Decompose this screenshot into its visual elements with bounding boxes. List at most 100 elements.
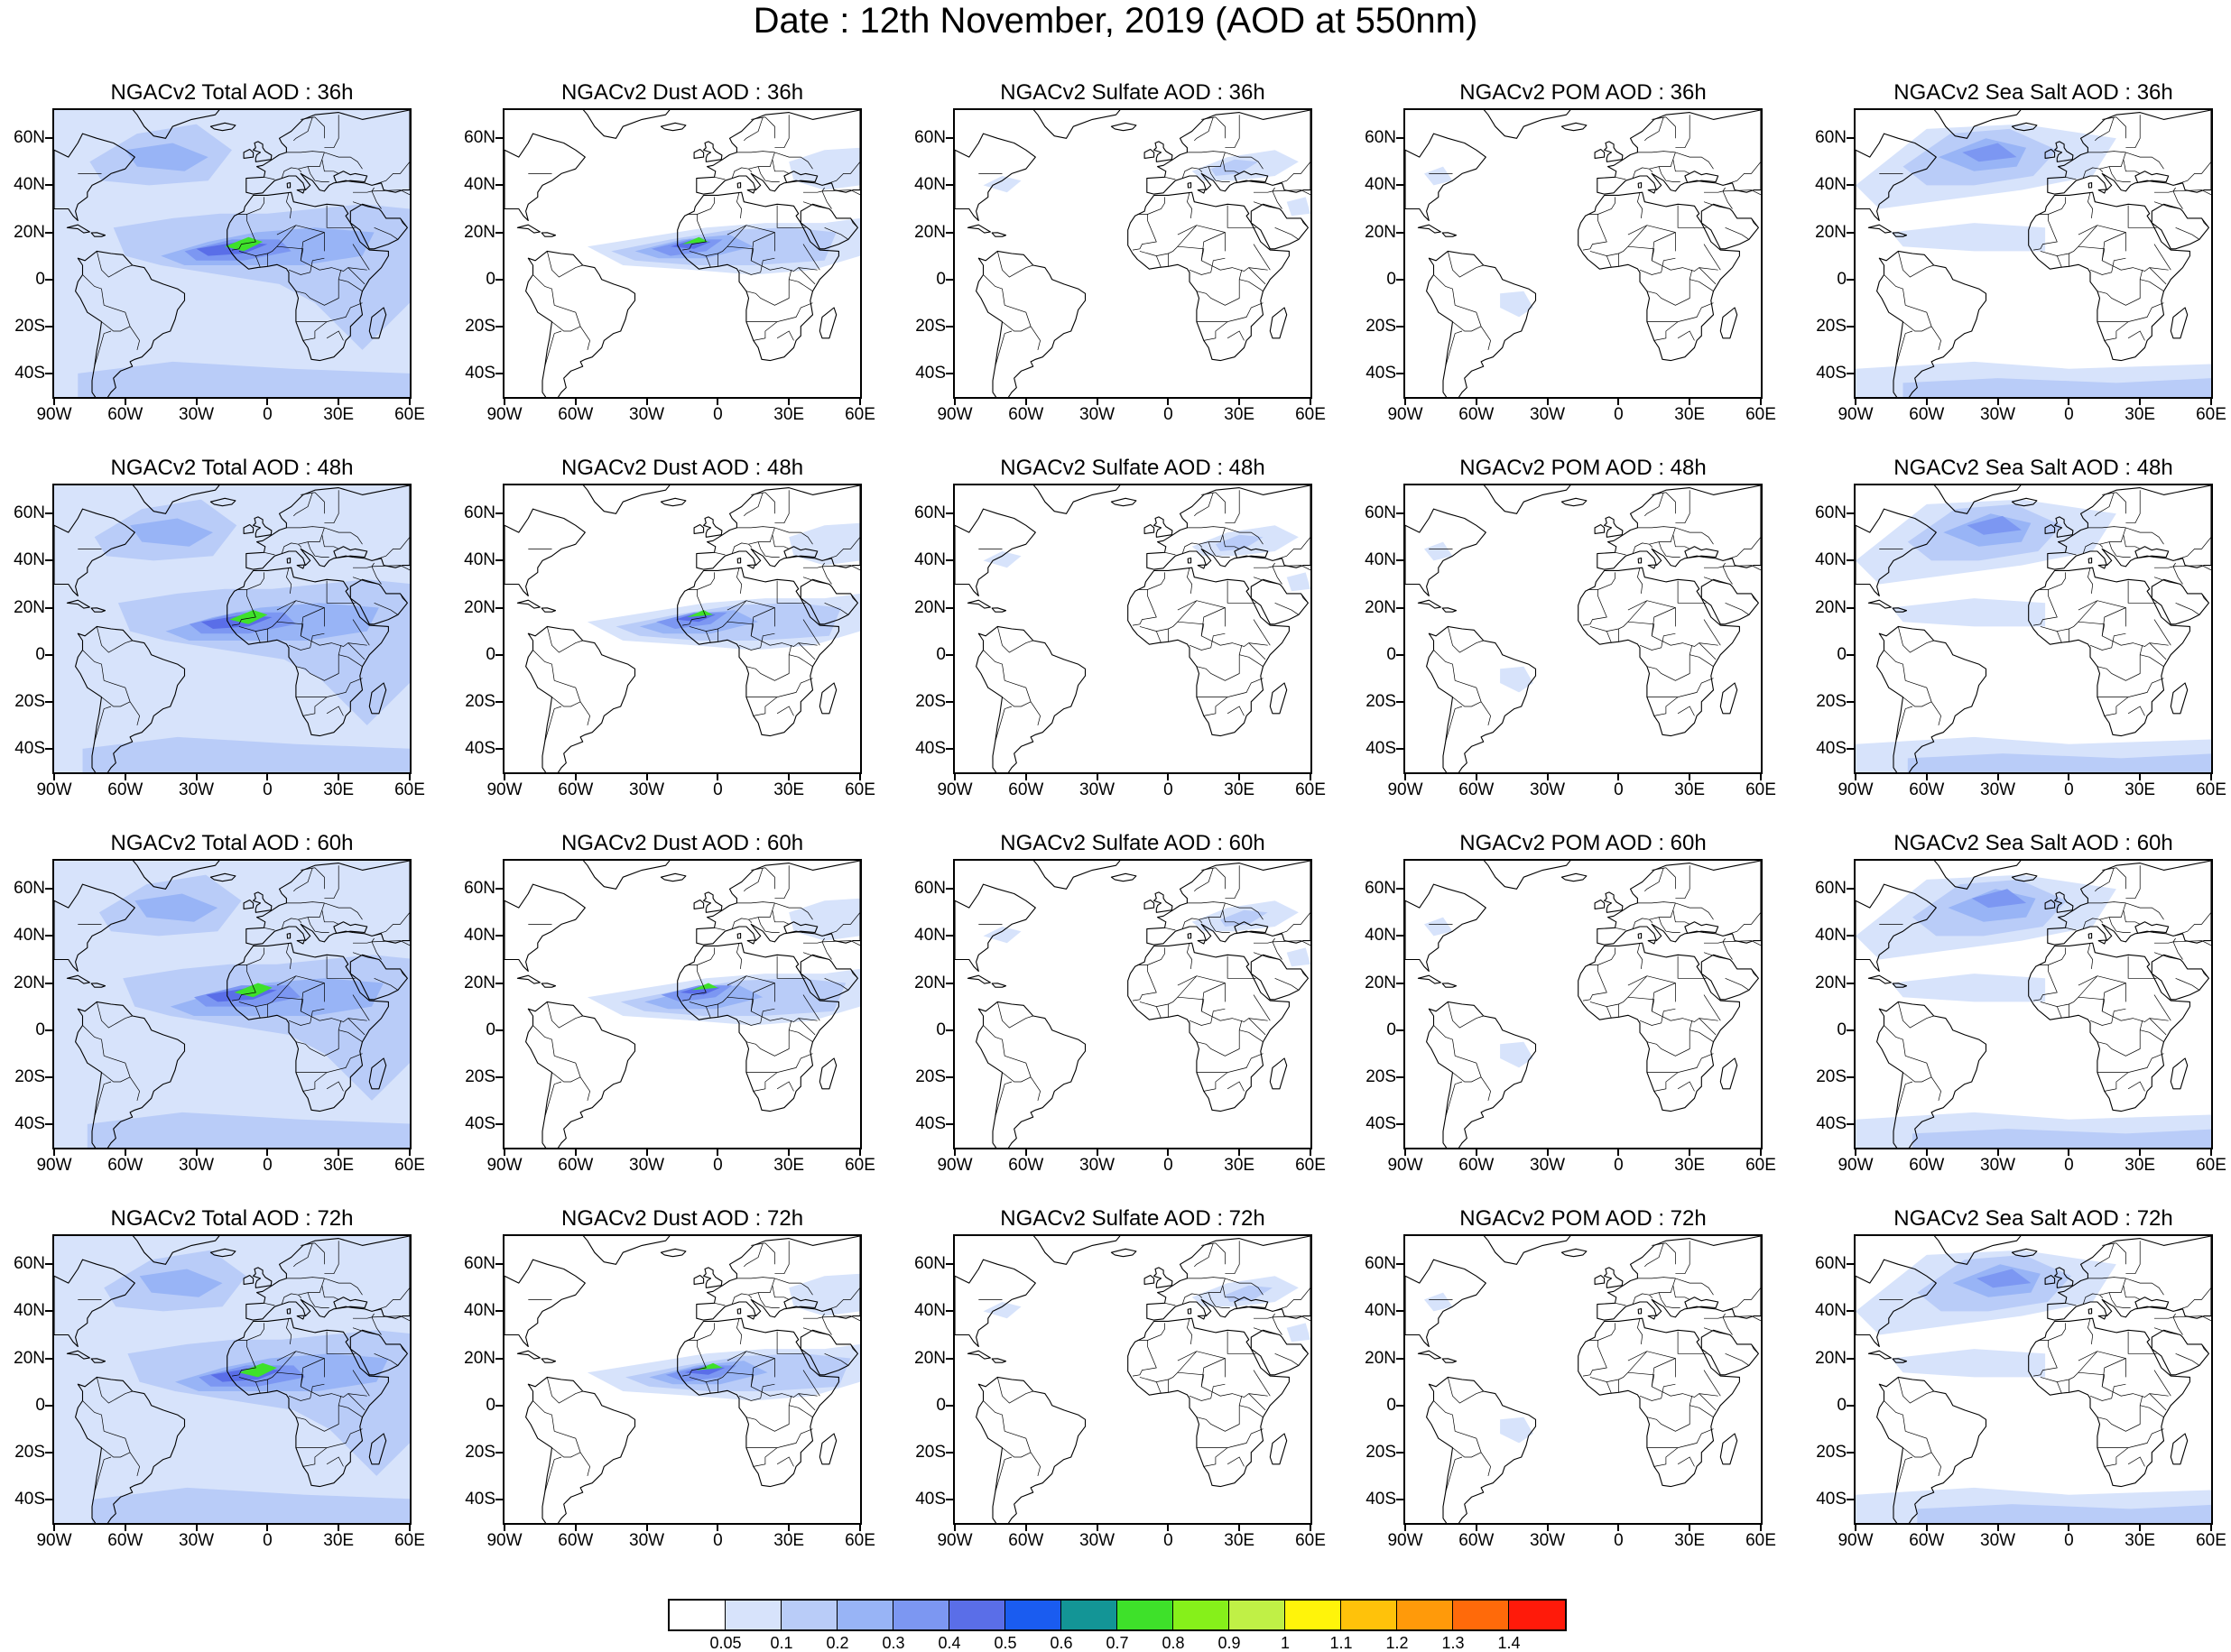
- coastline-ice: [1560, 122, 1588, 132]
- aod-shade-seasalt: [1891, 223, 2046, 252]
- colorbar-box: [838, 1601, 893, 1629]
- lon-tick-label: 90W: [1838, 1531, 1874, 1550]
- country-border: [1653, 321, 1679, 341]
- country-border: [1589, 996, 1655, 1011]
- lon-tick: [1617, 1149, 1620, 1156]
- coastline-sard: [286, 181, 292, 189]
- country-border: [1132, 214, 1157, 251]
- coastline-hisp: [1892, 232, 1908, 237]
- lon-tick: [1310, 1525, 1311, 1531]
- coastline-afr: [1127, 942, 1290, 1112]
- country-border: [1225, 1278, 1264, 1296]
- coastline-arab: [349, 1329, 408, 1376]
- lon-tick: [1167, 774, 1170, 780]
- panel-title: NGACv2 Dust AOD : 36h: [560, 80, 804, 105]
- lat-tick-label: 20S: [1365, 691, 1396, 711]
- lon-tick: [409, 1525, 411, 1531]
- country-border: [1589, 621, 1655, 636]
- country-border: [1177, 1351, 1226, 1378]
- country-border: [301, 1242, 325, 1265]
- panel-title: NGACv2 Dust AOD : 60h: [560, 831, 804, 855]
- aod-map: [1405, 485, 1761, 772]
- country-border: [2048, 1323, 2066, 1341]
- country-border: [1002, 697, 1032, 707]
- country-border: [776, 706, 794, 716]
- colorbar-label: 0.4: [938, 1634, 961, 1652]
- lat-tick: [946, 606, 953, 609]
- country-border: [1722, 1316, 1733, 1335]
- country-border: [1884, 274, 1906, 306]
- country-border: [2104, 697, 2129, 716]
- aod-map: [1405, 861, 1761, 1148]
- country-border: [2154, 187, 2176, 193]
- coastline-afr: [677, 191, 839, 362]
- coastline-cuba: [1867, 974, 1892, 984]
- lon-tick: [266, 1525, 269, 1531]
- lat-tick-label: 0: [486, 269, 495, 289]
- country-border: [750, 607, 818, 647]
- country-border: [2097, 645, 2143, 681]
- country-border: [302, 321, 328, 341]
- lon-tick: [1310, 1149, 1311, 1156]
- lat-tick-label: 40S: [1365, 738, 1396, 758]
- lat-tick: [1396, 700, 1403, 703]
- country-border: [400, 968, 408, 979]
- country-border: [371, 190, 382, 209]
- lat-tick-label: 20S: [14, 316, 45, 336]
- country-border: [821, 940, 860, 946]
- aod-shade-seasalt: [1902, 378, 2211, 397]
- coastline-irl: [243, 899, 255, 909]
- country-border: [1644, 1242, 1664, 1268]
- lon-tick: [1475, 1525, 1477, 1531]
- country-border: [824, 1352, 849, 1366]
- coastline-cuba: [1867, 224, 1892, 234]
- country-border: [714, 176, 726, 180]
- aod-map: [1405, 1236, 1761, 1523]
- figure-title: Date : 12th November, 2019 (AOD at 550nm…: [753, 1, 1478, 41]
- lat-tick: [946, 1498, 953, 1500]
- aod-map: [1856, 485, 2211, 772]
- country-border: [371, 940, 410, 946]
- coastline-sard: [1637, 932, 1643, 939]
- coastline-na: [1856, 1259, 1937, 1348]
- coastline-sicily: [296, 564, 305, 569]
- country-border: [2149, 1018, 2167, 1036]
- lat-tick-label: 20S: [1365, 1066, 1396, 1086]
- coastline-green: [1032, 485, 1121, 514]
- lon-tick: [338, 1525, 340, 1531]
- lon-tick: [1167, 1149, 1170, 1156]
- lon-tick: [504, 1149, 505, 1156]
- lat-tick: [495, 1451, 503, 1454]
- country-border: [532, 1025, 555, 1057]
- country-border: [1215, 930, 1230, 933]
- country-border: [2172, 912, 2211, 937]
- lon-tick: [1475, 774, 1477, 780]
- country-border: [338, 1029, 363, 1042]
- map-plot-area: [1403, 108, 1763, 399]
- lat-tick: [45, 888, 52, 891]
- country-border: [374, 602, 399, 615]
- country-border: [1253, 201, 1280, 209]
- country-border: [1253, 577, 1280, 585]
- country-border: [1637, 568, 1643, 594]
- lon-tick: [859, 774, 861, 780]
- coastline-afr: [2028, 942, 2190, 1112]
- colorbar-label: 1.2: [1385, 1634, 1409, 1652]
- country-border: [714, 551, 726, 556]
- coastline-hisp: [991, 983, 1007, 988]
- coastline-irl: [2044, 899, 2056, 909]
- coastline-afr: [677, 1317, 839, 1488]
- lon-tick-label: 30E: [1224, 1531, 1255, 1550]
- country-border: [1452, 1447, 1482, 1458]
- country-border: [532, 1400, 555, 1432]
- country-border: [288, 1008, 325, 1026]
- country-border: [1274, 226, 1300, 240]
- country-border: [2153, 619, 2171, 646]
- coastline-uk: [2054, 516, 2074, 538]
- country-border: [1272, 537, 1310, 561]
- country-border: [803, 1313, 825, 1319]
- country-border: [551, 321, 581, 332]
- coastline-na: [1856, 508, 1937, 597]
- country-border: [314, 555, 329, 558]
- country-border: [1187, 901, 1226, 904]
